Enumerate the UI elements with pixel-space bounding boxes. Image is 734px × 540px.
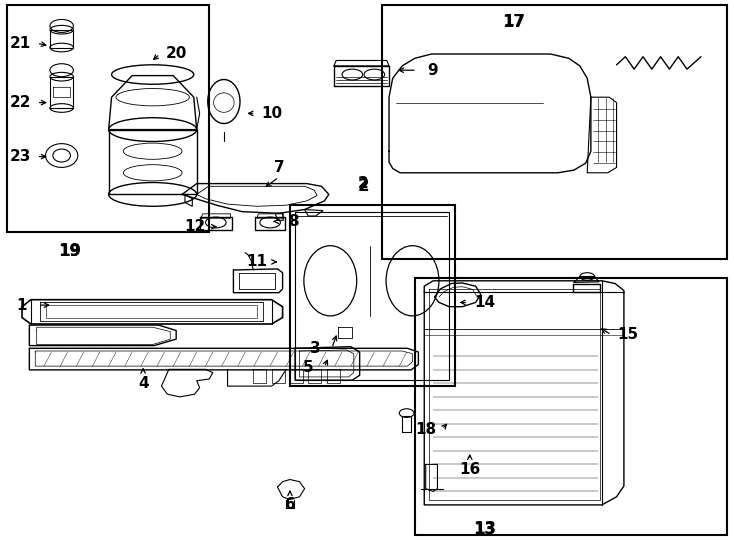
Text: 11: 11: [247, 254, 267, 269]
Text: 14: 14: [474, 295, 495, 310]
Text: 7: 7: [274, 160, 284, 175]
Bar: [382, 5, 727, 259]
Text: 9: 9: [428, 63, 438, 78]
Text: 15: 15: [617, 327, 638, 342]
Text: 21: 21: [10, 36, 31, 51]
Text: 22: 22: [10, 95, 32, 110]
Bar: [415, 278, 727, 535]
Text: 18: 18: [415, 422, 436, 437]
Text: 8: 8: [288, 214, 299, 229]
Text: 12: 12: [184, 219, 205, 234]
Text: 13: 13: [474, 522, 495, 537]
Text: 17: 17: [502, 12, 526, 31]
Text: 13: 13: [473, 520, 496, 538]
Bar: [7, 5, 209, 232]
Text: 2: 2: [358, 176, 368, 191]
Text: 4: 4: [138, 376, 148, 391]
Text: 2: 2: [357, 177, 369, 195]
Text: 20: 20: [165, 46, 187, 62]
Text: 19: 19: [58, 242, 81, 260]
Text: 3: 3: [310, 341, 321, 356]
Text: 10: 10: [261, 106, 282, 121]
Text: 6: 6: [285, 497, 295, 512]
Text: 16: 16: [459, 462, 480, 477]
Text: 23: 23: [10, 149, 32, 164]
Bar: [290, 205, 455, 386]
Text: 17: 17: [504, 14, 524, 29]
Text: 1: 1: [17, 298, 27, 313]
Text: 5: 5: [303, 360, 313, 375]
Text: 19: 19: [59, 244, 80, 259]
